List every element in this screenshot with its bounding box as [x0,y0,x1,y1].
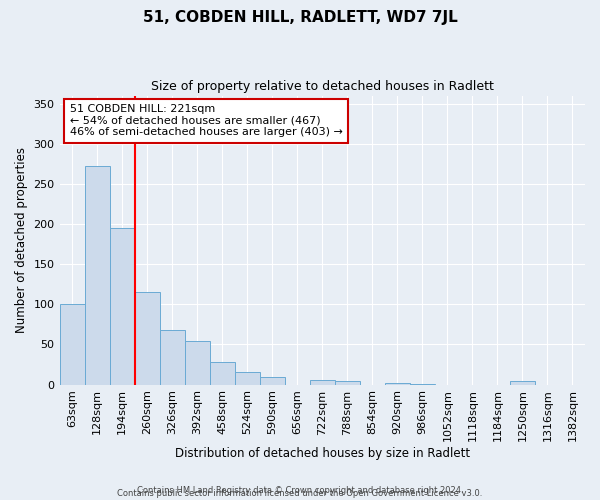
Text: 51 COBDEN HILL: 221sqm
← 54% of detached houses are smaller (467)
46% of semi-de: 51 COBDEN HILL: 221sqm ← 54% of detached… [70,104,343,138]
Text: 51, COBDEN HILL, RADLETT, WD7 7JL: 51, COBDEN HILL, RADLETT, WD7 7JL [143,10,457,25]
Text: Contains HM Land Registry data © Crown copyright and database right 2024.: Contains HM Land Registry data © Crown c… [137,486,463,495]
Text: Contains public sector information licensed under the Open Government Licence v3: Contains public sector information licen… [118,488,482,498]
Bar [335,380,360,384]
Bar [134,292,160,384]
Bar [385,383,410,384]
Bar [160,330,185,384]
Bar [510,382,535,384]
Y-axis label: Number of detached properties: Number of detached properties [15,147,28,333]
Bar [209,362,235,384]
Bar [260,376,285,384]
Bar [185,341,209,384]
Bar [85,166,110,384]
Bar [310,380,335,384]
Bar [110,228,134,384]
Bar [59,304,85,384]
Bar [235,372,260,384]
Title: Size of property relative to detached houses in Radlett: Size of property relative to detached ho… [151,80,494,93]
X-axis label: Distribution of detached houses by size in Radlett: Distribution of detached houses by size … [175,447,470,460]
